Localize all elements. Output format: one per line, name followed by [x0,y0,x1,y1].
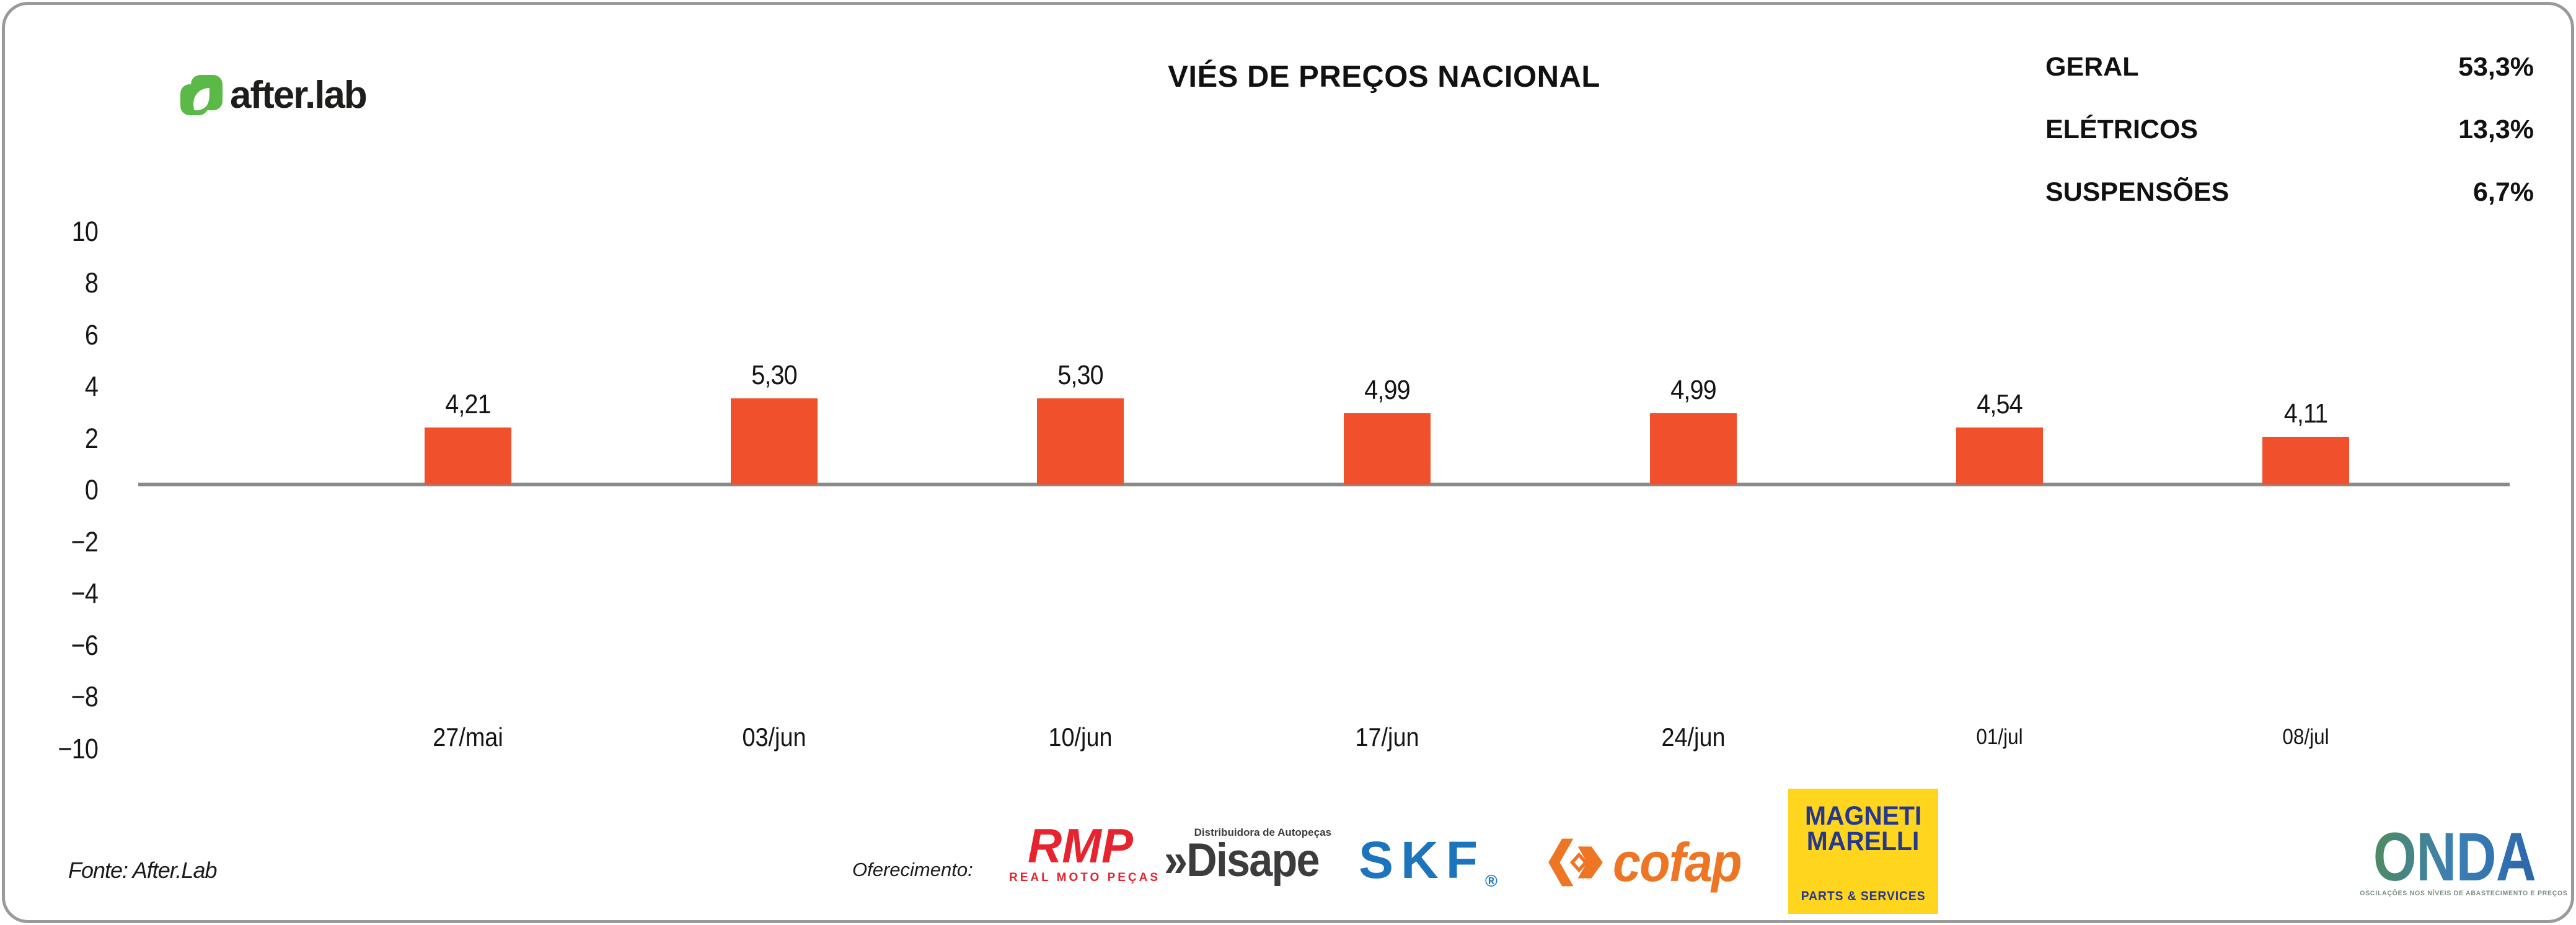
stat-value: 6,7% [2472,177,2534,207]
bar-value-label: 4,11 [2283,398,2328,429]
stat-value: 53,3% [2458,52,2534,82]
afterlab-leaf-icon [180,74,223,116]
source-note: Fonte: After.Lab [68,857,217,883]
rmp-logo: RMP REAL MOTO PEÇAS [1009,818,1161,885]
bar-value-label: 4,99 [1670,375,1716,405]
onda-wordmark: ONDA [2373,819,2536,895]
stat-value: 13,3% [2458,115,2534,144]
onda-logo: ONDA OSCILAÇÕES NOS NÍVEIS DE ABASTECIME… [2355,819,2568,898]
x-axis-label: 01/jul [1976,725,2023,749]
bar [2262,437,2350,484]
disape-wordmark: »Disape [1164,834,1320,887]
zero-axis-line [138,483,2510,486]
y-axis-tick: −8 [71,681,99,712]
sponsor-label: Oferecimento: [852,859,973,880]
bar [1956,427,2043,484]
disape-chevrons: » [1164,834,1188,887]
stat-label: ELÉTRICOS [2045,115,2199,144]
disape-subtitle: Distribuidora de Autopeças [1194,826,1331,838]
skf-wordmark: SKF [1359,831,1485,889]
afterlab-logo-text: after.lab [230,74,368,116]
bar-value-label: 4,21 [445,389,491,419]
y-axis-tick: 8 [84,267,99,299]
onda-tagline: OSCILAÇÕES NOS NÍVEIS DE ABASTECIMENTO E… [2360,890,2568,897]
stat-row-suspensoes: SUSPENSÕES 6,7% [2045,177,2534,208]
cofap-wordmark: cofap [1613,831,1742,893]
afterlab-logo: after.lab [180,73,368,117]
x-axis-label: 27/mai [433,722,503,752]
bar [1037,398,1124,484]
y-axis-tick: 0 [84,474,99,506]
stat-row-geral: GERAL 53,3% [2045,52,2534,82]
y-axis-tick: −4 [71,577,99,609]
cofap-logo: cofap [1547,831,1752,893]
x-axis-label: 24/jun [1661,722,1726,752]
magneti-line1: MAGNETI [1804,801,1922,831]
bar [425,427,511,484]
y-axis-tick: 6 [84,318,99,351]
x-axis-label: 08/jul [2282,725,2329,749]
x-axis-label: 10/jun [1048,722,1113,752]
magneti-line2: MARELLI [1807,826,1920,856]
bar-value-label: 4,99 [1364,375,1410,405]
rmp-wordmark: RMP [1028,818,1133,873]
y-axis-tick: 4 [84,370,99,402]
registered-mark-icon: ® [1485,872,1498,890]
magneti-subtitle: PARTS & SERVICES [1801,889,1926,903]
skf-logo: SKF® [1359,831,1498,891]
y-axis-tick: −10 [58,732,98,765]
chart-title: VIÉS DE PREÇOS NACIONAL [1168,60,1600,94]
rmp-subtitle: REAL MOTO PEÇAS [1009,871,1161,884]
bar-value-label: 5,30 [751,360,797,390]
stat-label: SUSPENSÕES [2045,177,2230,207]
cofap-chevron-icon [1547,836,1604,888]
x-axis-label: 17/jun [1355,722,1419,752]
magneti-marelli-logo: MAGNETI MARELLI PARTS & SERVICES [1788,789,1938,914]
bar [1649,413,1737,484]
y-axis-tick: 10 [71,215,99,247]
stat-row-eletricos: ELÉTRICOS 13,3% [2045,115,2534,145]
x-axis-label: 03/jun [742,722,806,752]
bar [731,398,818,484]
bar-value-label: 4,54 [1977,389,2022,419]
y-axis-tick: −2 [71,525,99,558]
bar-value-label: 5,30 [1057,360,1104,390]
stat-label: GERAL [2045,52,2139,82]
y-axis-tick: −6 [71,629,99,661]
bar [1343,413,1431,484]
disape-logo: Distribuidora de Autopeças »Disape [1164,826,1333,887]
y-axis-tick: 2 [84,422,99,454]
